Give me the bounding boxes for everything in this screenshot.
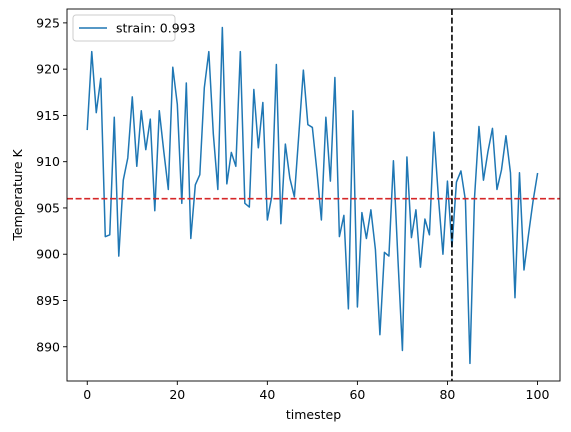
y-tick-label: 915 (36, 108, 60, 123)
legend-box (72, 14, 176, 42)
y-tick-label: 895 (36, 293, 60, 308)
chart-axes: 0 20 40 60 80 100 890 895 900 905 910 915 920 925 (36, 8, 561, 402)
x-tick-label: 20 (169, 387, 185, 402)
plot-area (67, 9, 560, 381)
y-tick-label: 920 (36, 62, 60, 77)
x-tick-label: 40 (259, 387, 275, 402)
legend-label: strain: 0.993 (116, 21, 196, 36)
y-tick-label: 905 (36, 200, 60, 215)
y-tick-label: 900 (36, 247, 60, 262)
y-tick-label: 910 (36, 154, 60, 169)
y-tick-label: 925 (36, 15, 60, 30)
y-tick-label: 890 (36, 339, 60, 354)
chart-marks (67, 9, 560, 381)
plot-frame (66, 8, 561, 382)
x-tick-label: 100 (526, 387, 550, 402)
x-tick-label: 0 (83, 387, 91, 402)
y-axis-label: Temperature K (10, 149, 25, 242)
x-tick-label: 80 (439, 387, 455, 402)
series-line-0 (86, 26, 539, 365)
legend: strain: 0.993 (72, 14, 196, 42)
x-axis-label: timestep (286, 407, 341, 422)
x-tick-label: 60 (349, 387, 365, 402)
